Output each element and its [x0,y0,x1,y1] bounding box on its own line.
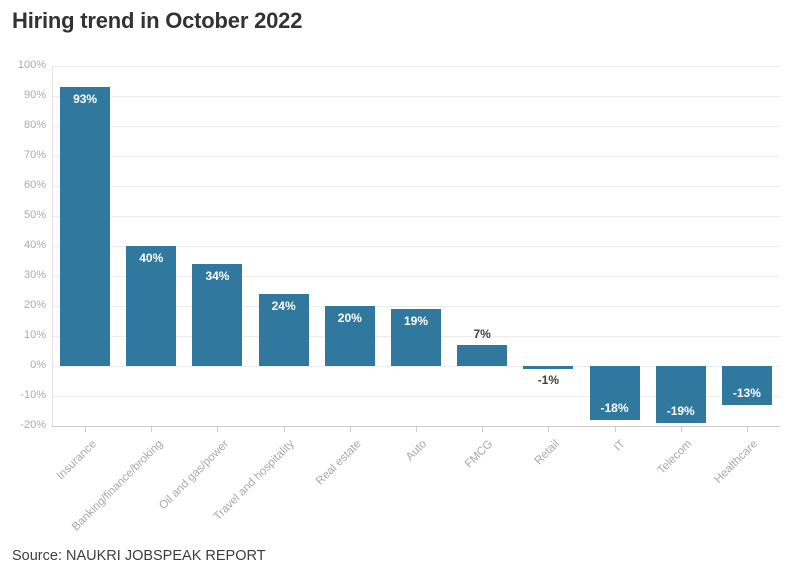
bar-value-label: -19% [666,404,695,418]
gridline [52,365,780,367]
bar-value-label: 7% [473,327,491,341]
x-category-label: Healthcare [712,438,761,486]
y-tick-label: 0% [30,359,46,371]
y-tick-label: 50% [23,209,46,221]
y-tick-label: 30% [23,269,46,281]
y-tick-label: 20% [23,299,46,311]
x-axis-tick [416,426,417,432]
y-tick-label: 10% [23,329,46,341]
chart-title: Hiring trend in October 2022 [12,8,303,33]
gridline [52,125,780,127]
x-category-label: Oil and gas/power [156,438,231,513]
bar-it [589,366,640,420]
x-axis-tick [217,426,219,432]
source-note: Source: NAUKRI JOBSPEAK REPORT [12,548,266,564]
x-category-label: FMCG [463,438,496,471]
y-tick-label: 70% [23,149,46,161]
bar-retail [523,366,574,369]
gridline [52,185,780,187]
bar-value-label: 93% [73,92,98,106]
x-axis-tick [283,426,285,432]
bar-value-label: 40% [139,251,164,265]
gridline [52,155,780,157]
bar-value-label: -18% [600,401,629,415]
y-tick-label: 60% [23,179,46,191]
gridline [52,95,780,97]
x-axis-tick [85,426,87,432]
x-axis-tick [482,426,484,432]
x-category-label: Auto [404,438,430,464]
gridline [52,275,780,277]
y-tick-label: -10% [20,389,46,401]
x-category-label: Retail [532,438,562,468]
bar-banking-finance-broking [126,246,177,366]
bar-telecom [655,366,706,423]
bar-value-label: 24% [271,299,296,313]
x-axis-tick [614,426,616,432]
bar-auto [391,309,441,366]
bar-value-label: 34% [205,269,230,283]
gridline [52,305,780,307]
bar-fmcg [457,345,508,366]
gridline [52,215,780,217]
bar-real-estate [324,306,375,366]
gridline [52,245,780,247]
x-axis-tick [548,426,550,432]
y-tick-label: 40% [23,239,46,251]
bar-oil-and-gas-power [192,264,243,366]
x-axis-line [52,425,780,427]
bar-healthcare [721,366,772,405]
bar-value-label: 20% [337,311,362,325]
x-category-label: Insurance [54,438,99,483]
bar-travel-and-hospitality [258,294,309,366]
x-axis-tick [349,426,351,432]
gridline [52,65,780,67]
x-category-label: IT [612,438,629,454]
y-tick-label: -20% [20,419,46,431]
bar-value-label: 19% [403,314,429,328]
x-axis-tick [746,426,748,432]
gridline [52,395,780,397]
x-category-label: Telecom [655,438,695,477]
x-axis-tick [680,426,682,432]
x-category-label: Real estate [313,438,364,488]
bar-insurance [60,87,111,366]
y-tick-label: 100% [17,59,46,71]
y-tick-label: 90% [23,89,46,101]
y-axis-line [52,66,53,426]
y-tick-label: 80% [23,119,46,131]
x-axis-tick [151,426,153,432]
bar-value-label: -13% [732,386,761,400]
bar-value-label: -1% [537,373,560,387]
